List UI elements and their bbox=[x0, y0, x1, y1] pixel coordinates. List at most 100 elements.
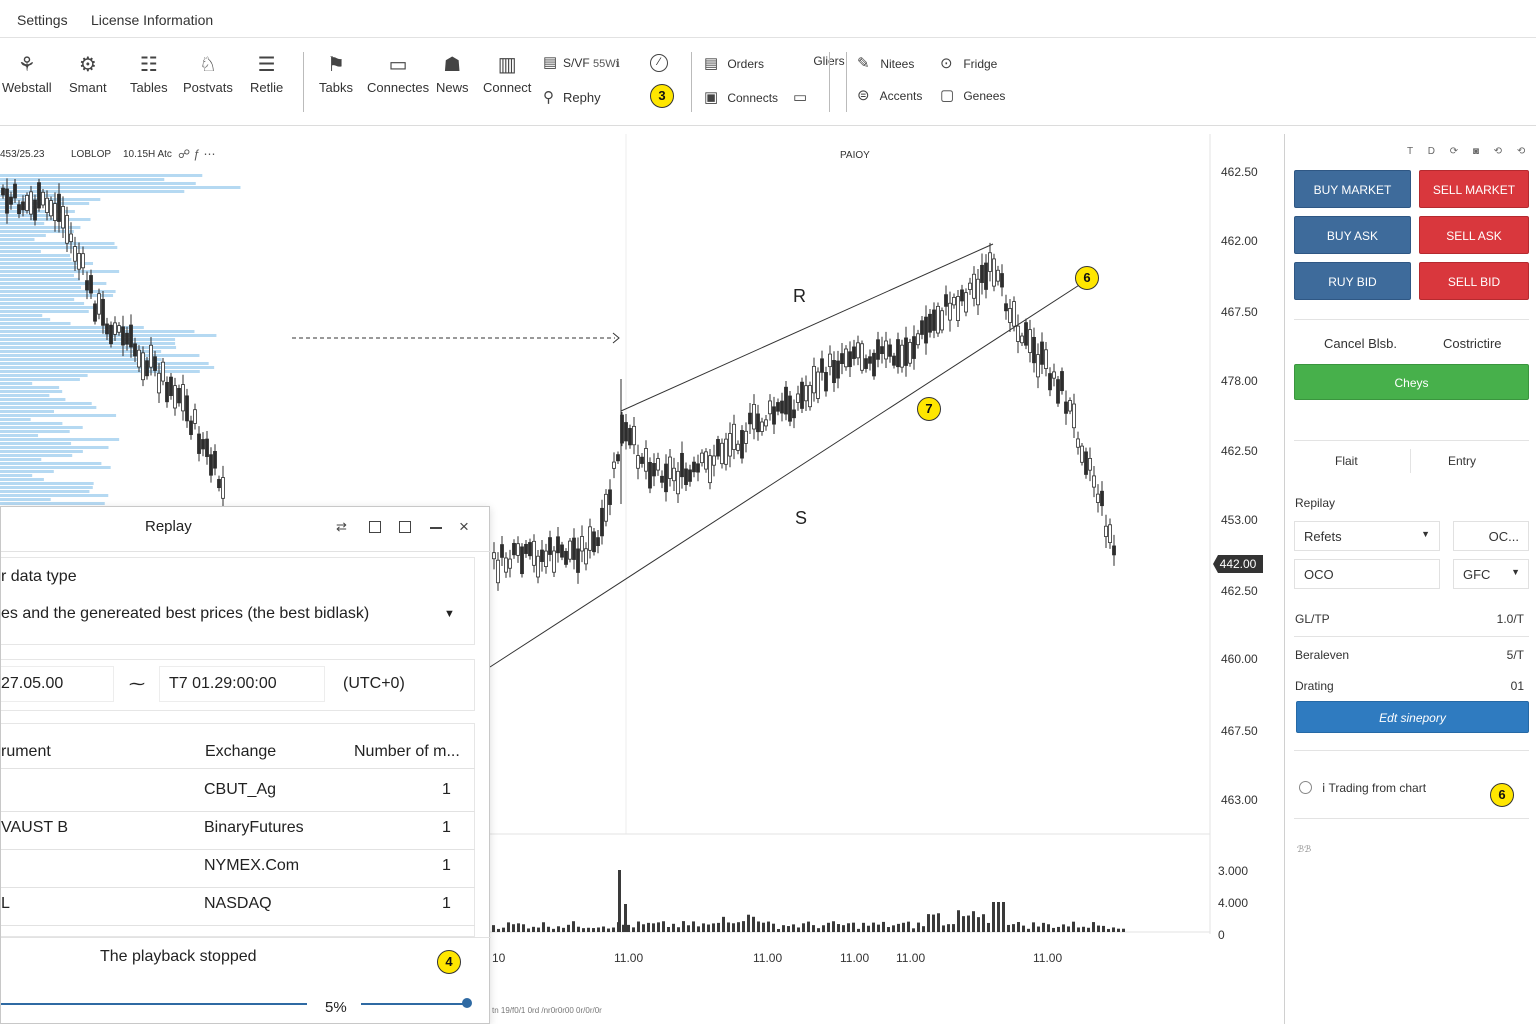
ribbon-small-button-4[interactable]: ✎ Nitees bbox=[857, 54, 914, 72]
candle-body bbox=[792, 409, 796, 419]
ribbon-button-7[interactable]: ☗ News bbox=[436, 50, 469, 95]
gfc-select[interactable]: GFC ▼ bbox=[1453, 559, 1529, 589]
candle-body bbox=[65, 215, 69, 244]
buy-ask-button[interactable]: BUY ASK bbox=[1294, 216, 1411, 254]
candle-body bbox=[720, 442, 724, 465]
resistance-label: R bbox=[793, 286, 806, 306]
oc-field[interactable]: OC... bbox=[1453, 521, 1529, 551]
volume-profile-bar bbox=[0, 378, 80, 381]
data-type-select[interactable]: es and the genereated best prices (the b… bbox=[1, 605, 370, 622]
speed-slider-track[interactable] bbox=[361, 1003, 466, 1005]
flat-button[interactable]: Flait bbox=[1335, 454, 1358, 468]
candle-body bbox=[692, 461, 696, 473]
sell-bid-button[interactable]: SELL BID bbox=[1419, 262, 1529, 300]
ribbon-separator bbox=[846, 52, 847, 112]
volume-bar bbox=[602, 926, 605, 932]
breakeven-value[interactable]: 5/T bbox=[1506, 648, 1524, 662]
price-chart[interactable] bbox=[0, 134, 1280, 1024]
candle-body bbox=[748, 412, 752, 425]
candle-body bbox=[189, 420, 193, 435]
ribbon-small-button-6[interactable]: ⊜ Accents bbox=[857, 86, 922, 104]
maximize-icon[interactable] bbox=[399, 521, 411, 533]
close-icon[interactable]: × bbox=[459, 517, 469, 536]
ribbon-button-5[interactable]: ⚑ Tabks bbox=[319, 50, 353, 95]
cheys-button[interactable]: Cheys bbox=[1294, 364, 1529, 400]
row-instrument[interactable]: L bbox=[1, 895, 10, 912]
price-tick: 478.00 bbox=[1221, 374, 1258, 388]
ribbon-small-button-5[interactable]: ⊙ Fridge bbox=[940, 54, 997, 72]
volume-profile-bar bbox=[0, 186, 241, 189]
candle-body bbox=[89, 275, 93, 294]
ribbon-small-button-0[interactable]: ▤ Orders bbox=[704, 54, 764, 72]
ribbon-button-3[interactable]: ♘ Postvats bbox=[183, 50, 233, 95]
ribbon-label: Connects bbox=[727, 91, 779, 105]
constrictire-button[interactable]: Costrictire bbox=[1443, 336, 1502, 351]
ribbon-button-8[interactable]: ▥ Connect bbox=[483, 50, 531, 95]
chevron-down-icon[interactable]: ▼ bbox=[444, 608, 455, 620]
start-time-input[interactable] bbox=[1, 666, 114, 702]
fridge-icon: ⊙ bbox=[940, 55, 953, 72]
divider bbox=[1410, 449, 1411, 473]
candle-body bbox=[576, 548, 580, 573]
trading-from-chart-checkbox[interactable] bbox=[1299, 781, 1312, 794]
restore-icon[interactable] bbox=[369, 521, 381, 533]
candle-body bbox=[1056, 379, 1060, 404]
candle-body bbox=[1096, 493, 1100, 503]
connects-icon: ▣ bbox=[704, 89, 719, 106]
timezone-label[interactable]: (UTC+0) bbox=[343, 675, 405, 692]
end-time-input[interactable] bbox=[159, 666, 325, 702]
candle-body bbox=[592, 531, 596, 553]
replay-ribbon-button[interactable]: ⚲ Rephy bbox=[543, 88, 601, 106]
volume-bar bbox=[572, 921, 575, 932]
link-icon[interactable]: ⇄ bbox=[336, 519, 347, 534]
ribbon-button-1[interactable]: ⚙ Smant bbox=[69, 50, 107, 95]
speed-slider-handle[interactable] bbox=[462, 998, 472, 1008]
refets-select[interactable]: Refets ▼ bbox=[1294, 521, 1440, 551]
volume-profile-bar bbox=[0, 266, 77, 269]
volume-bar bbox=[632, 927, 635, 932]
ribbon-small-button-1[interactable]: Gliers bbox=[790, 54, 844, 68]
minimize-icon[interactable] bbox=[430, 527, 442, 529]
ribbon-small-button-7[interactable]: ▢ Genees bbox=[940, 86, 1005, 104]
volume-bar bbox=[612, 927, 615, 932]
compass-icon[interactable]: ⁄ bbox=[650, 54, 668, 72]
price-tick: 463.00 bbox=[1221, 793, 1258, 807]
oco-select[interactable]: OCO bbox=[1294, 559, 1440, 589]
volume-bar bbox=[532, 926, 535, 932]
ribbon-small-button-2[interactable]: ▣ Connects bbox=[704, 88, 778, 106]
panel-toolbar-icons[interactable]: T D ⟳ ◙ ⟲ ⟲ bbox=[1407, 146, 1532, 157]
menu-license-information[interactable]: License Information bbox=[91, 12, 214, 28]
chart-tools-icon[interactable]: ☍ ƒ ⋯ bbox=[178, 147, 216, 161]
volume-profile-bar bbox=[0, 210, 75, 213]
candle-body bbox=[1064, 401, 1068, 414]
ribbon-button-0[interactable]: ⚘ Webstall bbox=[2, 50, 52, 95]
swf-button[interactable]: ▤ S/VF 55Wℹ bbox=[543, 53, 620, 71]
candle-body bbox=[940, 310, 944, 331]
sell-market-button[interactable]: SELL MARKET bbox=[1419, 170, 1529, 208]
volume-bar bbox=[877, 924, 880, 932]
candle-body bbox=[1, 187, 5, 196]
ribbon-button-2[interactable]: ☷ Tables bbox=[130, 50, 168, 95]
volume-bar bbox=[882, 921, 885, 932]
edit-strategy-button[interactable]: Edt sinepory bbox=[1296, 701, 1529, 733]
chart-timeframe[interactable]: 10.15H Atc bbox=[123, 149, 172, 160]
volume-bar bbox=[737, 922, 740, 932]
entry-button[interactable]: Entry bbox=[1448, 454, 1477, 468]
trading-from-chart-label: ⅰ Trading from chart bbox=[1322, 781, 1427, 795]
volume-bar bbox=[777, 928, 780, 932]
playback-progress-bar[interactable] bbox=[1, 1003, 307, 1005]
candle-body bbox=[916, 333, 920, 346]
buy-market-button[interactable]: BUY MARKET bbox=[1294, 170, 1411, 208]
volume-profile-bar bbox=[0, 346, 177, 349]
sell-ask-button[interactable]: SELL ASK bbox=[1419, 216, 1529, 254]
ribbon-small-button-3[interactable]: ▭ bbox=[793, 88, 813, 106]
row-instrument[interactable]: VAUST B bbox=[1, 819, 68, 836]
menu-settings[interactable]: Settings bbox=[17, 12, 68, 28]
ribbon-button-6[interactable]: ▭ Connectes bbox=[367, 50, 429, 95]
cancel-button[interactable]: Cancel Blsb. bbox=[1324, 336, 1397, 351]
buy-bid-button[interactable]: RUY BID bbox=[1294, 262, 1411, 300]
ribbon-button-4[interactable]: ☰ Retlie bbox=[250, 50, 283, 95]
drating-value[interactable]: 01 bbox=[1510, 679, 1524, 693]
volume-profile-bar bbox=[0, 250, 41, 253]
gltp-value[interactable]: 1.0/T bbox=[1496, 612, 1524, 626]
